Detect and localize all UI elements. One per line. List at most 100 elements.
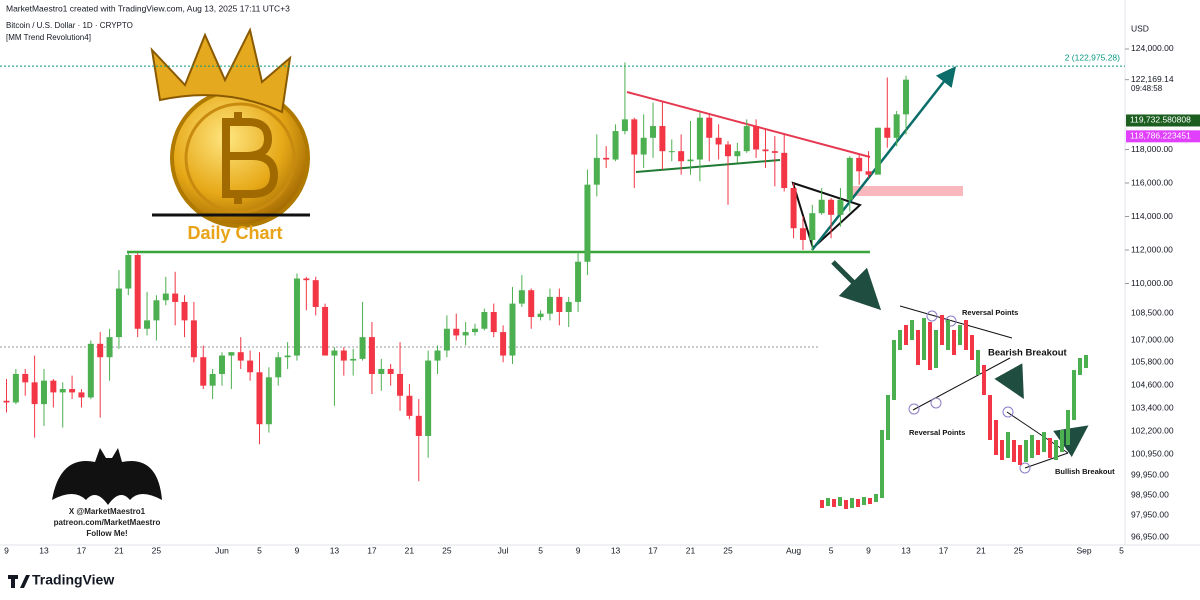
trendline [626, 91, 871, 158]
watermark: patreon.com/MarketMaestro [54, 518, 161, 527]
candle-body [181, 301, 188, 321]
candle-body [228, 352, 235, 356]
candle-body [500, 332, 507, 356]
x-tick-label: 25 [152, 545, 162, 555]
inset-candle [898, 330, 902, 350]
inset-candle [982, 365, 986, 395]
candle-body [275, 357, 282, 378]
x-tick-label: 9 [866, 545, 871, 555]
candle-body [640, 137, 647, 155]
level-label: 2 (122,975.28) [1065, 52, 1120, 62]
candle-body [322, 306, 329, 356]
inset-candle [976, 350, 980, 375]
candle-body [31, 382, 38, 405]
candle-body [903, 79, 910, 115]
candle-body [472, 328, 478, 333]
inset-circle [1019, 462, 1031, 474]
candle-body [856, 157, 863, 172]
watermark: Follow Me! [86, 529, 127, 538]
candle-body [546, 296, 553, 314]
inset-candle [850, 498, 854, 508]
inset-candle [964, 320, 968, 350]
x-tick-label: 9 [4, 545, 9, 555]
bitcoin-symbol [222, 112, 279, 204]
candle-body [331, 350, 338, 356]
candle-body [87, 343, 94, 398]
x-tick-label: 21 [114, 545, 124, 555]
candle-body [837, 199, 844, 215]
candle-body [781, 152, 788, 189]
x-tick-label: 5 [257, 545, 262, 555]
inset-note: Bullish Breakout [1055, 467, 1115, 476]
inset-candle [1024, 440, 1028, 462]
inset-candle [1000, 440, 1004, 460]
candle-body [378, 368, 385, 374]
x-tick-label: 25 [1014, 545, 1024, 555]
candle-body [575, 261, 582, 302]
candle-body [50, 380, 57, 393]
candle-body [687, 159, 694, 162]
candle-body [874, 127, 881, 175]
inset-candle [1036, 440, 1040, 455]
inset-axis-label: 98,950.00 [1131, 489, 1169, 499]
y-tick-label: 112,000.00 [1131, 244, 1173, 254]
arrow [831, 260, 882, 311]
inset-axis-label: 107,000.00 [1131, 334, 1174, 344]
candle-body [696, 117, 703, 160]
inset-axis-label: 108,500.00 [1131, 307, 1174, 317]
chart-title: Bitcoin / U.S. Dollar · 1D · CRYPTO [6, 21, 133, 30]
candle-body [771, 151, 778, 153]
inset-axis-label: 97,950.00 [1131, 509, 1169, 519]
x-tick-label: 17 [77, 545, 87, 555]
candle-body [621, 119, 628, 132]
price-label-box [1126, 130, 1200, 143]
crown [150, 27, 292, 114]
candle-body [406, 395, 413, 416]
inset-candle [904, 325, 908, 345]
inset-candle [1072, 370, 1076, 420]
candle-body [715, 137, 722, 145]
candle-body [256, 372, 263, 425]
candle-body [893, 114, 900, 138]
x-tick-label: 13 [330, 545, 340, 555]
inset-candle [1006, 432, 1010, 458]
coin-ring [184, 102, 296, 214]
candle-body [678, 151, 685, 162]
candle-body [528, 290, 535, 318]
candle-body [790, 188, 797, 229]
x-tick-label: 17 [939, 545, 949, 555]
x-tick-label: Jul [498, 545, 509, 555]
inset-note: Bearish Breakout [988, 348, 1068, 359]
candle-body [153, 300, 160, 321]
inset-candle [1078, 358, 1082, 375]
inset-note: Reversal Points [962, 308, 1018, 317]
candle-body [425, 360, 432, 436]
inset-candle [1042, 432, 1046, 452]
candle-body [237, 352, 244, 361]
candle-body [59, 389, 66, 393]
candle-body [884, 127, 891, 138]
candle-body [219, 355, 226, 374]
inset-candle [1012, 440, 1016, 462]
candle-body [340, 350, 347, 361]
x-tick-label: 13 [39, 545, 49, 555]
arrow [811, 66, 957, 251]
candle-body [190, 320, 197, 358]
candle-body [818, 199, 825, 214]
inset-candle [994, 420, 998, 455]
candle-body [350, 358, 357, 361]
candle-body [490, 311, 497, 333]
inset-candle [928, 322, 932, 370]
inset-axis-label: 104,600.00 [1131, 379, 1174, 389]
candle-body [846, 157, 853, 200]
inset-candle [892, 340, 896, 400]
price-label: 118,786.223451 [1130, 131, 1191, 141]
watermark: X @MarketMaestro1 [69, 507, 146, 516]
last-price-label: 122,169.14 [1131, 74, 1174, 84]
candle-body [659, 126, 666, 152]
inset-candle [874, 494, 878, 502]
candle-body [265, 377, 272, 425]
inset-candle [970, 335, 974, 360]
candle-body [706, 117, 713, 138]
y-tick-label: 124,000.00 [1131, 43, 1174, 53]
